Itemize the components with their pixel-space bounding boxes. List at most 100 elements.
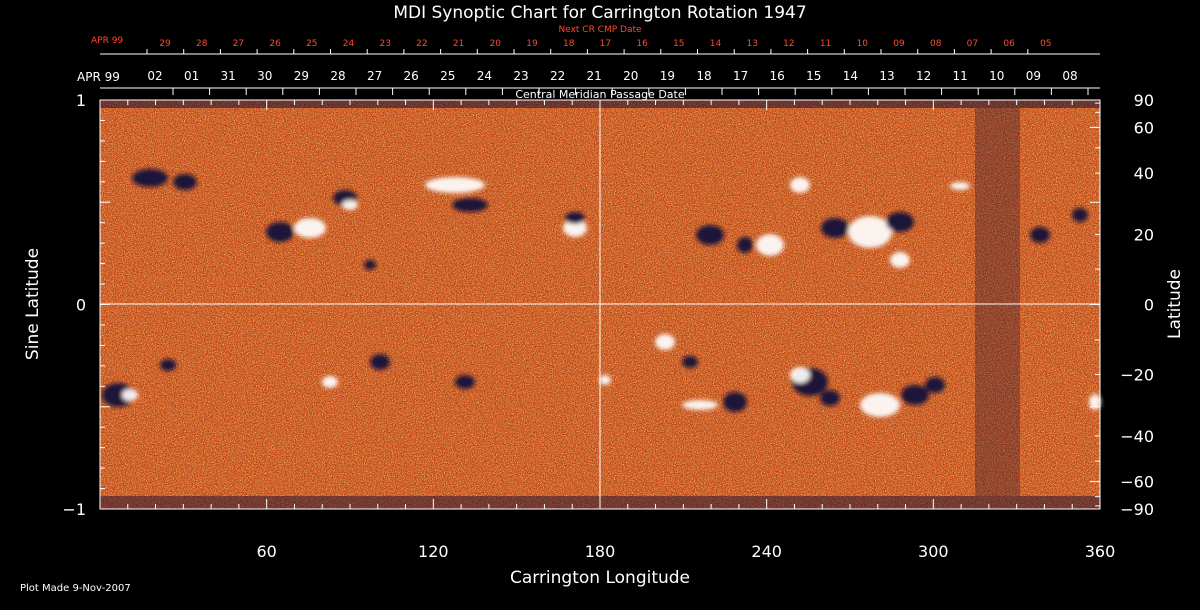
cmp-date: 31 bbox=[221, 69, 236, 83]
cmp-date: 21 bbox=[587, 69, 602, 83]
next-date: 27 bbox=[233, 39, 244, 49]
y-right-tick-label: −60 bbox=[1120, 473, 1154, 492]
next-axis-label: Next CR CMP Date bbox=[558, 25, 642, 35]
next-date: 26 bbox=[269, 39, 281, 49]
cmp-axis-label: Central Meridian Passage Date bbox=[515, 88, 684, 101]
cmp-month-label: APR 99 bbox=[77, 70, 120, 84]
cmp-date: 20 bbox=[623, 69, 638, 83]
right-axis-ticks: 90 60 40 20 0 −20 −40 −60 −90 bbox=[1090, 91, 1154, 519]
active-region bbox=[890, 252, 910, 268]
y-axis-label-right: Latitude bbox=[1165, 269, 1185, 339]
next-date: 16 bbox=[636, 39, 648, 49]
cmp-date: 16 bbox=[770, 69, 785, 83]
active-region bbox=[655, 334, 675, 350]
active-region bbox=[563, 219, 587, 237]
active-region bbox=[848, 216, 892, 248]
next-date: 17 bbox=[600, 39, 611, 49]
cmp-date: 12 bbox=[916, 69, 931, 83]
active-region bbox=[370, 354, 390, 370]
active-region bbox=[756, 234, 784, 256]
active-region bbox=[950, 182, 970, 190]
cmp-date: 01 bbox=[184, 69, 199, 83]
active-region bbox=[425, 177, 485, 193]
active-region bbox=[790, 177, 810, 193]
next-date: 28 bbox=[196, 39, 208, 49]
x-axis-ticks: 60 120 180 240 300 360 bbox=[99, 100, 1116, 561]
active-region bbox=[1072, 208, 1088, 222]
cmp-date: 25 bbox=[440, 69, 455, 83]
next-date: 11 bbox=[820, 39, 831, 49]
next-date: 14 bbox=[710, 39, 722, 49]
active-region bbox=[173, 174, 197, 190]
next-date-ticks: 29 28 27 26 25 24 23 22 21 20 19 18 17 16 15 14 13 12 11 10… bbox=[146, 39, 1052, 54]
y-left-tick-label: 1 bbox=[76, 91, 86, 110]
cmp-date: 02 bbox=[147, 69, 162, 83]
y-right-tick-label: 40 bbox=[1134, 164, 1154, 183]
y-right-tick-label: −20 bbox=[1120, 365, 1154, 384]
y-axis-label-left: Sine Latitude bbox=[23, 248, 43, 360]
y-right-tick-label: −40 bbox=[1120, 427, 1154, 446]
cmp-date: 28 bbox=[330, 69, 345, 83]
y-left-tick-label: −1 bbox=[62, 500, 86, 519]
active-region bbox=[102, 383, 134, 407]
next-date: 10 bbox=[857, 39, 869, 49]
x-tick-label: 180 bbox=[585, 542, 616, 561]
y-right-tick-label: 90 bbox=[1134, 91, 1154, 110]
cmp-date: 19 bbox=[660, 69, 675, 83]
active-region bbox=[820, 390, 840, 406]
cmp-date: 08 bbox=[1062, 69, 1077, 83]
next-date: 13 bbox=[746, 39, 757, 49]
next-date: 07 bbox=[967, 39, 978, 49]
cmp-date: 27 bbox=[367, 69, 382, 83]
cmp-date: 22 bbox=[550, 69, 565, 83]
active-region bbox=[266, 222, 294, 242]
x-tick-label: 120 bbox=[418, 542, 449, 561]
cmp-date: 15 bbox=[806, 69, 821, 83]
next-date: 15 bbox=[673, 39, 684, 49]
next-date: 08 bbox=[930, 39, 942, 49]
y-left-tick-label: 0 bbox=[76, 296, 86, 315]
active-region bbox=[565, 212, 585, 224]
active-region bbox=[886, 212, 914, 232]
cmp-date: 30 bbox=[257, 69, 272, 83]
next-month-label: APR 99 bbox=[91, 36, 123, 46]
active-region bbox=[901, 385, 929, 405]
y-right-tick-label: 0 bbox=[1144, 296, 1154, 315]
active-region bbox=[364, 260, 376, 270]
x-axis-label: Carrington Longitude bbox=[510, 568, 690, 588]
y-right-tick-label: −90 bbox=[1120, 500, 1154, 519]
next-date: 21 bbox=[453, 39, 464, 49]
cmp-date: 17 bbox=[733, 69, 748, 83]
cmp-date: 09 bbox=[1026, 69, 1041, 83]
next-date: 25 bbox=[306, 39, 317, 49]
active-region bbox=[1030, 227, 1050, 243]
x-tick-label: 300 bbox=[918, 542, 949, 561]
next-date: 06 bbox=[1003, 39, 1015, 49]
active-region bbox=[122, 389, 138, 401]
next-date: 23 bbox=[379, 39, 390, 49]
y-right-tick-label: 60 bbox=[1134, 118, 1154, 137]
next-date: 12 bbox=[783, 39, 794, 49]
active-region bbox=[790, 367, 810, 383]
active-region bbox=[925, 377, 945, 393]
chart-title: MDI Synoptic Chart for Carrington Rotati… bbox=[393, 3, 806, 23]
active-region bbox=[160, 359, 176, 371]
active-region bbox=[682, 356, 698, 368]
cmp-date: 14 bbox=[843, 69, 858, 83]
cmp-date: 29 bbox=[294, 69, 309, 83]
active-region bbox=[821, 218, 849, 238]
cmp-date: 11 bbox=[953, 69, 968, 83]
x-tick-label: 360 bbox=[1085, 542, 1116, 561]
active-region bbox=[455, 375, 475, 389]
active-region bbox=[322, 376, 338, 388]
active-region bbox=[452, 198, 488, 212]
x-tick-label: 60 bbox=[256, 542, 276, 561]
active-region bbox=[599, 375, 611, 385]
next-date: 20 bbox=[490, 39, 502, 49]
cmp-date: 26 bbox=[404, 69, 419, 83]
next-date: 22 bbox=[416, 39, 427, 49]
next-date: 24 bbox=[343, 39, 355, 49]
active-region bbox=[723, 392, 747, 412]
cmp-date: 10 bbox=[989, 69, 1004, 83]
